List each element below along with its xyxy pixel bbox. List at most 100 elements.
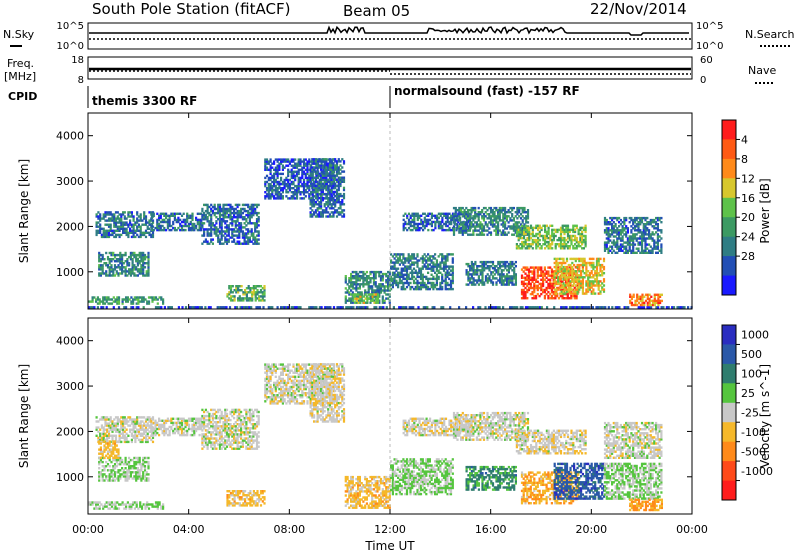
power-cell [308,174,311,178]
power-cell [153,296,156,299]
power-cell [472,281,475,284]
power-cell [254,211,257,215]
power-cell [97,225,100,228]
power-cell [173,228,176,232]
power-cell [135,268,138,271]
power-cell [524,240,527,244]
power-cell [603,229,607,232]
power-cell [269,168,272,171]
power-cell [423,212,426,215]
power-cell [113,255,117,259]
power-cell [132,229,135,232]
power-cell [114,211,118,214]
power-cell [267,168,270,171]
power-cell [550,268,553,271]
power-cell [318,201,321,204]
power-cell [122,231,125,234]
power-cell [561,224,564,227]
power-cell [374,272,377,276]
power-cell [238,224,241,227]
power-cell [605,223,608,226]
power-cell [474,213,477,216]
power-cell [545,272,548,275]
power-cell [372,272,376,276]
power-cell [605,245,608,248]
power-cell [423,263,426,266]
power-cell [515,228,518,232]
power-cell [327,201,330,204]
power-cell [327,180,330,183]
power-cell [470,217,473,220]
power-cell [267,193,270,196]
power-cell [425,287,428,291]
power-cell [285,178,288,182]
power-cell [315,174,318,178]
power-cell [114,217,118,220]
power-cell [304,158,307,161]
power-cell [163,226,166,230]
power-cell [166,224,169,228]
power-cell [355,301,358,304]
power-cell [264,158,267,161]
power-cell [136,211,139,214]
power-cell [428,257,431,260]
power-cell [320,184,323,188]
power-cell [238,297,241,300]
power-cell [113,268,117,271]
power-cell [566,245,570,248]
power-cell [227,209,230,213]
power-cell [288,170,291,173]
power-cell [316,203,319,206]
power-cell [325,168,328,171]
power-cell [585,272,588,275]
power-cell [448,222,451,226]
power-cell [123,215,126,218]
power-cell [123,306,126,309]
power-cell [168,214,171,217]
power-cell [147,300,151,303]
power-cell [285,176,288,180]
power-cell [497,227,500,230]
power-cell [165,228,168,232]
power-cell [304,184,307,188]
power-cell [118,217,121,220]
power-cell [457,220,460,224]
power-cell [454,213,457,216]
power-cell [592,267,595,271]
power-cell [357,295,360,298]
power-cell [110,258,113,261]
power-cell [125,233,128,237]
power-cell [562,257,565,261]
power-cell [140,268,143,271]
power-cell [527,282,531,286]
power-cell [412,261,416,264]
power-cell [302,197,306,200]
power-cell [170,224,173,228]
power-cell [678,306,681,309]
power-cell [136,274,139,277]
power-cell [395,269,398,272]
power-cell [330,182,333,185]
power-cell [597,284,600,287]
power-cell [301,176,304,180]
power-cell [477,229,480,232]
power-cell [114,223,118,226]
power-cell [325,178,328,181]
power-cell [350,285,353,288]
power-cell [206,228,209,231]
power-cell [337,207,340,210]
power-cell [550,290,553,294]
power-cell [499,265,502,268]
power-cell [567,278,570,281]
power-cell [430,259,433,262]
power-cell [201,216,204,219]
power-cell [458,215,461,218]
power-cell [526,230,529,234]
power-cell [242,291,245,294]
power-cell [467,265,470,268]
power-cell [390,261,393,264]
power-cell [474,262,477,266]
power-cell [574,272,577,275]
power-cell [517,236,520,240]
power-cell [540,284,543,288]
